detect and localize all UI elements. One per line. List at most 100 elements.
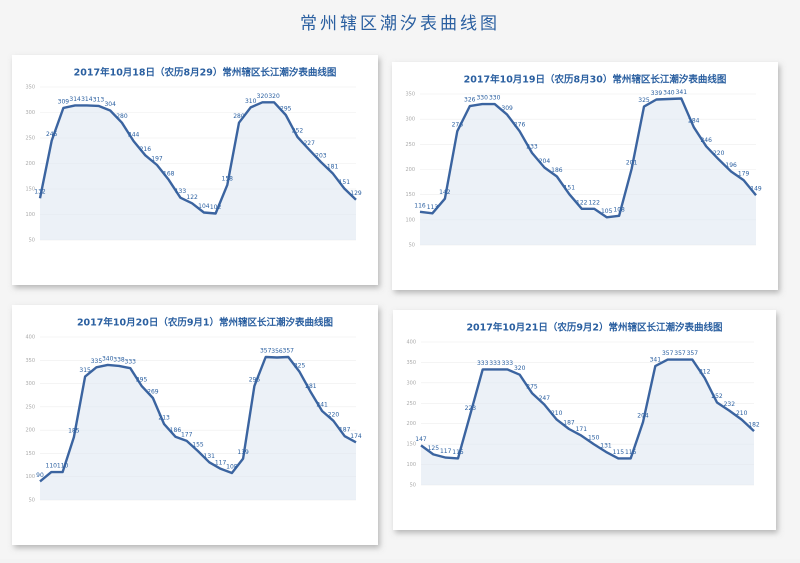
- data-label: 147: [415, 436, 427, 443]
- data-label: 315: [79, 367, 91, 374]
- y-tick-label: 250: [25, 136, 35, 142]
- y-tick-label: 100: [25, 212, 35, 218]
- chart-title: 2017年10月18日（农历8月29）常州辖区长江潮汐表曲线图: [74, 67, 337, 79]
- data-label: 333: [125, 359, 137, 366]
- data-label: 309: [58, 98, 70, 105]
- chart-title: 2017年10月19日（农历8月30）常州辖区长江潮汐表曲线图: [464, 74, 727, 86]
- data-label: 223: [465, 405, 477, 412]
- data-label: 281: [305, 383, 317, 390]
- y-tick-label: 50: [409, 243, 415, 249]
- data-label: 204: [539, 158, 551, 165]
- data-label: 244: [128, 132, 140, 139]
- tide-line: [419, 97, 757, 219]
- data-label: 168: [163, 170, 175, 177]
- data-label: 330: [476, 95, 488, 102]
- data-label: 108: [226, 463, 238, 470]
- data-label: 357: [283, 348, 295, 355]
- data-label: 252: [292, 127, 304, 134]
- data-label: 220: [328, 411, 340, 418]
- y-tick-label: 250: [405, 142, 415, 148]
- data-label: 320: [268, 93, 280, 100]
- data-label: 139: [237, 449, 249, 456]
- y-tick-label: 50: [29, 238, 35, 244]
- data-label: 129: [350, 190, 362, 197]
- data-label: 133: [175, 188, 187, 195]
- data-label: 320: [257, 93, 269, 100]
- data-label: 333: [489, 360, 501, 367]
- data-label: 339: [651, 90, 663, 97]
- data-label: 295: [249, 376, 261, 383]
- data-label: 102: [210, 204, 222, 211]
- data-label: 246: [700, 137, 712, 144]
- data-label: 295: [280, 106, 292, 113]
- data-label: 151: [564, 185, 576, 192]
- data-label: 227: [303, 140, 315, 147]
- data-label: 125: [428, 445, 440, 452]
- y-tick-label: 200: [25, 428, 35, 434]
- data-label: 131: [600, 442, 612, 449]
- data-label: 182: [748, 422, 760, 429]
- data-label: 186: [170, 427, 182, 434]
- data-label: 333: [502, 360, 514, 367]
- y-tick-label: 150: [25, 187, 35, 193]
- data-label: 269: [147, 389, 159, 396]
- data-label: 338: [113, 356, 125, 363]
- data-label: 122: [576, 199, 588, 206]
- data-label: 275: [526, 384, 538, 391]
- data-label: 181: [327, 164, 339, 171]
- y-tick-label: 150: [406, 442, 416, 448]
- data-label: 341: [676, 89, 688, 96]
- data-label: 314: [81, 96, 93, 103]
- data-label: 216: [140, 146, 152, 153]
- data-label: 203: [315, 152, 327, 159]
- data-label: 174: [350, 433, 362, 440]
- y-tick-label: 200: [406, 421, 416, 427]
- tide-line: [39, 355, 357, 483]
- chart-title: 2017年10月20日（农历9月1）常州辖区长江潮汐表曲线图: [77, 317, 333, 329]
- data-label: 196: [725, 162, 737, 169]
- tide-line: [38, 101, 357, 215]
- y-tick-label: 150: [25, 451, 35, 457]
- data-label: 108: [613, 206, 625, 213]
- y-tick-label: 100: [25, 474, 35, 480]
- y-tick-label: 50: [29, 498, 35, 504]
- data-label: 314: [69, 96, 81, 103]
- data-label: 104: [198, 203, 210, 210]
- y-tick-label: 350: [405, 92, 415, 98]
- y-tick-label: 300: [406, 380, 416, 386]
- data-label: 115: [625, 449, 637, 456]
- data-label: 142: [439, 189, 451, 196]
- data-label: 357: [662, 350, 674, 357]
- data-label: 304: [104, 101, 116, 108]
- y-tick-label: 250: [406, 401, 416, 407]
- data-label: 326: [464, 97, 476, 104]
- y-tick-label: 350: [406, 360, 416, 366]
- y-tick-label: 350: [25, 358, 35, 364]
- data-label: 158: [222, 175, 234, 182]
- data-label: 177: [181, 431, 193, 438]
- chart-title: 2017年10月21日（农历9月2）常州辖区长江潮汐表曲线图: [466, 322, 722, 334]
- data-label: 155: [192, 442, 204, 449]
- data-label: 245: [46, 131, 58, 138]
- y-tick-label: 150: [405, 192, 415, 198]
- y-tick-label: 200: [405, 167, 415, 173]
- area: [421, 359, 754, 485]
- data-label: 252: [711, 393, 723, 400]
- y-tick-label: 400: [25, 335, 35, 341]
- y-tick-label: 350: [25, 85, 35, 91]
- data-label: 90: [36, 472, 44, 479]
- data-label: 117: [215, 459, 227, 466]
- data-label: 150: [588, 435, 600, 442]
- data-label: 116: [414, 202, 426, 209]
- y-tick-label: 300: [405, 117, 415, 123]
- data-label: 187: [339, 427, 351, 434]
- data-label: 295: [136, 376, 148, 383]
- data-label: 132: [34, 189, 46, 196]
- data-label: 276: [452, 122, 464, 129]
- data-label: 204: [637, 413, 649, 420]
- data-label: 220: [713, 150, 725, 157]
- data-label: 149: [750, 186, 762, 193]
- data-label: 110: [46, 463, 58, 470]
- data-label: 357: [674, 350, 686, 357]
